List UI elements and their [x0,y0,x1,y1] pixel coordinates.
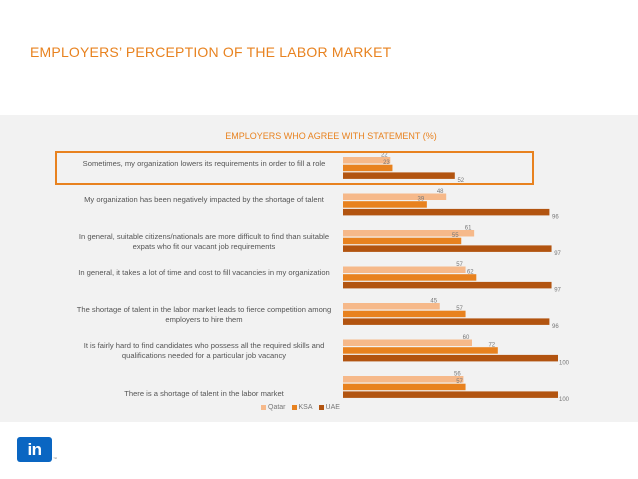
chart-panel [0,115,638,422]
data-label-qatar: 57 [456,262,463,268]
category-label: In general, suitable citizens/nationals … [78,231,330,251]
bar-qatar [343,193,447,200]
data-label-ksa: 62 [467,270,474,276]
bar-ksa [343,310,466,318]
category-label: In general, it takes a lot of time and c… [78,268,330,278]
legend-swatch-uae [318,405,324,410]
trademark-symbol: ™ [53,456,57,461]
data-label-uae: 97 [554,251,561,257]
legend-label-uae: UAE [325,404,340,411]
data-label-uae: 52 [457,178,464,184]
bar-ksa [343,164,393,172]
data-label-uae: 96 [552,214,559,220]
legend-item-uae: UAE [318,404,340,411]
legend-swatch-qatar [261,405,266,410]
legend-item-qatar: Qatar [261,404,286,411]
bar-uae [343,354,558,362]
data-label-qatar: 48 [437,189,444,195]
data-label-qatar: 61 [465,226,472,232]
legend-item-ksa: KSA [291,404,313,411]
data-label-uae: 100 [559,360,570,366]
bar-qatar [343,230,475,237]
data-label-uae: 100 [559,397,570,403]
category-label: Sometimes, my organization lowers its re… [82,158,326,168]
bar-qatar [343,157,391,164]
bar-ksa [343,274,477,281]
data-label-ksa: 72 [488,343,495,349]
slide-title: EMPLOYERS’ PERCEPTION OF THE LABOR MARKE… [30,44,392,60]
data-label-qatar: 45 [430,299,437,305]
bar-ksa [343,383,466,391]
category-label: It is fairly hard to find candidates who… [83,341,325,361]
bar-uae [343,281,552,289]
bar-ksa [343,201,427,208]
data-label-ksa: 57 [456,306,463,312]
bar-qatar [343,266,466,273]
category-label: There is a shortage of talent in the lab… [124,389,284,398]
highlight-box [55,151,534,185]
bar-uae [343,208,550,216]
data-label-uae: 96 [552,324,559,330]
bar-qatar [343,303,440,310]
bar-ksa [343,347,498,354]
legend-swatch-ksa [291,405,297,410]
bar-uae [343,391,558,398]
bar-uae [343,172,455,179]
data-label-qatar: 60 [463,335,470,341]
data-label-qatar: 56 [454,372,461,378]
legend-label-ksa: KSA [298,404,313,411]
category-label: The shortage of talent in the labor mark… [76,304,332,324]
data-label-uae: 97 [554,287,561,293]
data-label-ksa: 23 [383,160,390,166]
linkedin-logo: in [17,437,52,462]
bar-uae [343,318,550,325]
data-label-qatar: 22 [381,153,388,159]
data-label-ksa: 55 [452,233,459,239]
legend-label-qatar: Qatar [268,404,286,411]
bar-ksa [343,237,462,245]
data-label-ksa: 39 [418,197,425,203]
category-label: My organization has been negatively impa… [84,195,324,205]
bar-qatar [343,339,472,346]
data-label-ksa: 57 [456,379,463,385]
chart-legend: Qatar KSA UAE [261,404,340,411]
bar-qatar [343,376,464,383]
bar-uae [343,245,552,252]
chart-title: EMPLOYERS WHO AGREE WITH STATEMENT (%) [225,131,437,141]
